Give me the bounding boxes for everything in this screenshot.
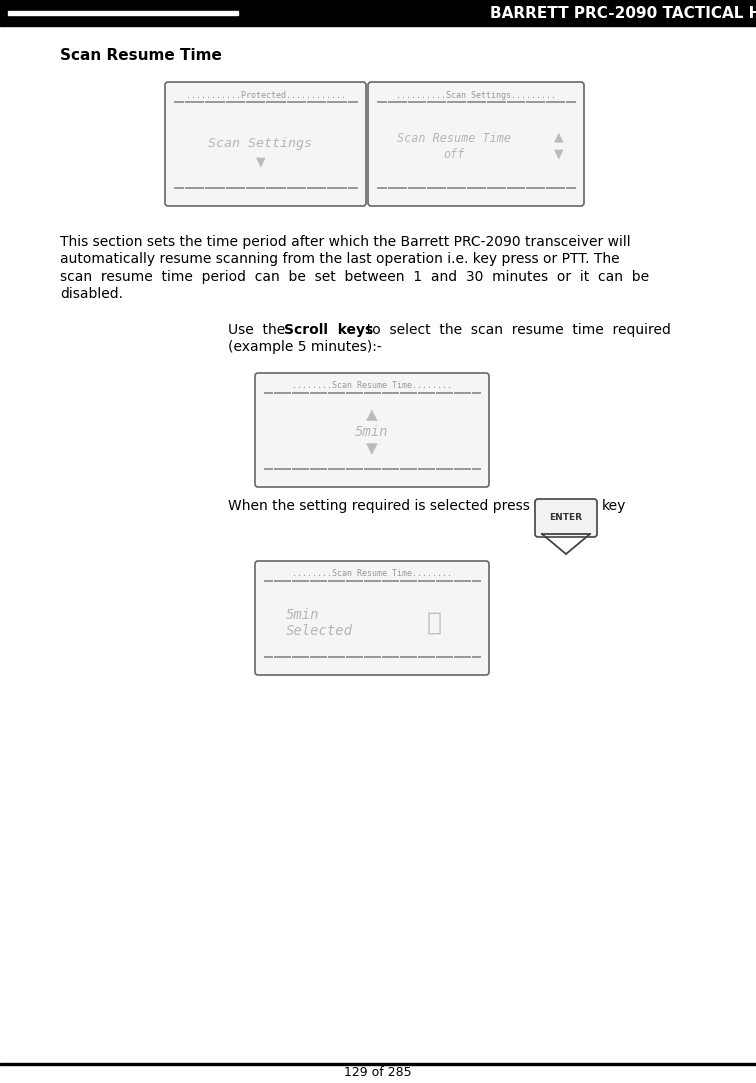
Text: ▼: ▼ (554, 147, 564, 160)
Text: Scroll  keys: Scroll keys (284, 323, 373, 337)
Text: ▼: ▼ (256, 156, 265, 169)
Bar (0, 1062, 756, 1065)
Text: 129 of 285: 129 of 285 (344, 1067, 412, 1080)
FancyBboxPatch shape (255, 373, 489, 487)
Text: ........Scan Resume Time........: ........Scan Resume Time........ (292, 381, 452, 391)
Text: Scan Resume Time: Scan Resume Time (60, 48, 222, 63)
FancyBboxPatch shape (368, 82, 584, 206)
Text: 5min: 5min (355, 425, 389, 439)
Text: ▲: ▲ (366, 407, 378, 422)
Text: ...........Protected............: ...........Protected............ (185, 91, 345, 100)
Text: 5min: 5min (286, 608, 320, 622)
Bar (0, 0, 756, 26)
Text: Use  the: Use the (228, 323, 294, 337)
Text: This section sets the time period after which the Barrett PRC-2090 transceiver w: This section sets the time period after … (60, 235, 631, 249)
Text: off: off (443, 148, 465, 161)
FancyBboxPatch shape (535, 499, 597, 537)
Text: scan  resume  time  period  can  be  set  between  1  and  30  minutes  or  it  : scan resume time period can be set betwe… (60, 270, 649, 284)
Text: ▲: ▲ (554, 130, 564, 144)
Text: automatically resume scanning from the last operation i.e. key press or PTT. The: automatically resume scanning from the l… (60, 252, 620, 266)
Text: ▼: ▼ (366, 442, 378, 457)
Bar (8, 11, 238, 15)
Text: ⎆: ⎆ (426, 611, 442, 635)
Text: BARRETT PRC-2090 TACTICAL HF RADIO SYSTEM: BARRETT PRC-2090 TACTICAL HF RADIO SYSTE… (490, 5, 756, 21)
Text: When the setting required is selected press the: When the setting required is selected pr… (228, 499, 557, 513)
FancyBboxPatch shape (255, 561, 489, 675)
Text: Selected: Selected (286, 624, 353, 638)
Text: (example 5 minutes):-: (example 5 minutes):- (228, 340, 382, 354)
Text: to  select  the  scan  resume  time  required: to select the scan resume time required (358, 323, 671, 337)
FancyBboxPatch shape (165, 82, 366, 206)
Text: Scan Settings: Scan Settings (209, 138, 312, 151)
Text: ..........Scan Settings.........: ..........Scan Settings......... (396, 91, 556, 100)
Text: key: key (602, 499, 627, 513)
Text: disabled.: disabled. (60, 287, 123, 301)
Text: ........Scan Resume Time........: ........Scan Resume Time........ (292, 570, 452, 578)
Text: ENTER: ENTER (550, 512, 583, 522)
Text: Scan Resume Time: Scan Resume Time (397, 132, 511, 145)
